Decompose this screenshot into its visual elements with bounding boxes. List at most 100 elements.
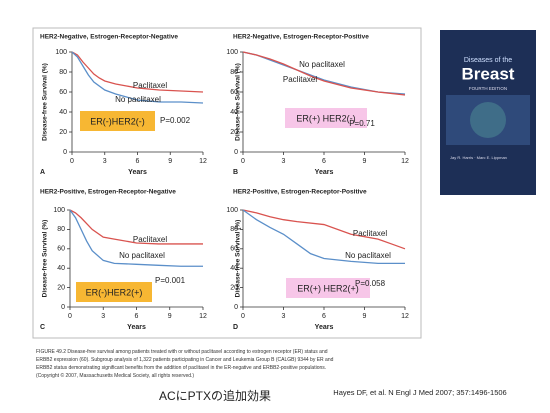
figure-caption: FIGURE 49.2 Disease-free survival among … xyxy=(36,349,334,379)
survival-curve xyxy=(242,51,406,96)
y-axis-label: Disease-free Survival (%) xyxy=(235,220,242,298)
p-value: P=0.058 xyxy=(355,279,386,288)
series-label: No paclitaxel xyxy=(115,95,161,104)
panel-letter: A xyxy=(40,169,45,176)
x-tick-label: 9 xyxy=(168,313,172,320)
y-tick-label: 0 xyxy=(234,149,238,156)
x-tick-label: 6 xyxy=(136,158,140,165)
y-axis-label: Disease-free Survival (%) xyxy=(235,63,242,141)
book-title: Breast xyxy=(462,64,515,83)
y-tick-label: 80 xyxy=(230,69,238,76)
chart-title: HER2-Negative, Estrogen-Receptor-Positiv… xyxy=(233,34,369,41)
y-tick-label: 80 xyxy=(230,226,238,233)
figure-frame xyxy=(32,27,422,339)
book-subtitle: Diseases of the xyxy=(464,57,512,64)
subgroup-label: ER(+) HER2(+) xyxy=(297,283,359,293)
x-tick-label: 6 xyxy=(322,158,326,165)
survival-curve xyxy=(71,51,204,104)
y-tick-label: 20 xyxy=(230,129,238,136)
series-label: No paclitaxel xyxy=(345,251,391,260)
y-tick-label: 100 xyxy=(55,49,67,56)
citation: Hayes DF, et al. N Engl J Med 2007; 357:… xyxy=(333,388,506,397)
series-label: No paclitaxel xyxy=(299,60,345,69)
survival-curve xyxy=(242,209,406,250)
survival-curve xyxy=(69,209,203,267)
y-tick-label: 20 xyxy=(59,129,67,136)
slide-heading: ACにPTXの追加効果 xyxy=(159,388,271,403)
series-label: Paclitaxel xyxy=(133,235,167,244)
subgroup-box xyxy=(286,278,370,298)
x-tick-label: 3 xyxy=(282,158,286,165)
y-tick-label: 60 xyxy=(230,246,238,253)
y-tick-label: 100 xyxy=(53,207,65,214)
x-tick-label: 12 xyxy=(401,158,409,165)
x-tick-label: 6 xyxy=(322,313,326,320)
x-tick-label: 3 xyxy=(282,313,286,320)
x-tick-label: 3 xyxy=(103,158,107,165)
y-tick-label: 60 xyxy=(57,246,65,253)
chart-title: HER2-Negative, Estrogen-Receptor-Negativ… xyxy=(40,34,178,41)
y-tick-label: 40 xyxy=(230,265,238,272)
book-cover: Diseases of the Breast FOURTH EDITION Ja… xyxy=(440,30,536,195)
panel-letter: B xyxy=(233,169,238,176)
caption-line: ERBB2 status demonstrating significant b… xyxy=(36,365,326,371)
survival-curve xyxy=(242,209,405,264)
cover-emblem xyxy=(470,102,506,138)
caption-line: FIGURE 49.2 Disease-free survival among … xyxy=(36,349,328,355)
x-tick-label: 12 xyxy=(199,313,207,320)
x-tick-label: 9 xyxy=(363,313,367,320)
y-tick-label: 60 xyxy=(59,89,67,96)
y-tick-label: 40 xyxy=(230,109,238,116)
x-tick-label: 0 xyxy=(241,313,245,320)
y-axis-label: Disease-free Survival (%) xyxy=(42,220,49,298)
y-tick-label: 60 xyxy=(230,89,238,96)
subgroup-box xyxy=(285,108,367,128)
x-tick-label: 9 xyxy=(168,158,172,165)
x-tick-label: 12 xyxy=(401,313,409,320)
x-axis-label: Years xyxy=(315,169,334,176)
x-axis-label: Years xyxy=(315,324,334,331)
x-tick-label: 0 xyxy=(241,158,245,165)
y-axis-label: Disease-free Survival (%) xyxy=(42,63,49,141)
subgroup-box xyxy=(80,111,155,131)
x-tick-label: 9 xyxy=(363,158,367,165)
x-tick-label: 3 xyxy=(101,313,105,320)
series-label: Paclitaxel xyxy=(283,75,317,84)
p-value: P=0.001 xyxy=(155,276,186,285)
y-tick-label: 80 xyxy=(57,226,65,233)
series-label: Paclitaxel xyxy=(353,229,387,238)
x-tick-label: 0 xyxy=(68,313,72,320)
p-value: P=0.002 xyxy=(160,116,191,125)
x-tick-label: 12 xyxy=(199,158,207,165)
y-tick-label: 100 xyxy=(226,207,238,214)
y-tick-label: 80 xyxy=(59,69,67,76)
series-label: No paclitaxel xyxy=(119,251,165,260)
y-tick-label: 100 xyxy=(226,49,238,56)
subgroup-label: ER(-)HER2(+) xyxy=(86,287,143,297)
chart-title: HER2-Positive, Estrogen-Receptor-Negativ… xyxy=(40,189,176,196)
book-authors: Jay R. Harris · Marc E. Lippman xyxy=(450,155,507,160)
y-tick-label: 0 xyxy=(61,304,65,311)
panel-letter: C xyxy=(40,324,45,331)
caption-line: ERBB2 expression (60). Subgroup analysis… xyxy=(36,357,334,363)
x-tick-label: 0 xyxy=(70,158,74,165)
x-axis-label: Years xyxy=(128,169,147,176)
survival-curve xyxy=(69,209,203,245)
x-axis-label: Years xyxy=(127,324,146,331)
caption-line: (Copyright © 2007, Massachusetts Medical… xyxy=(36,372,194,379)
subgroup-label: ER(-)HER2(-) xyxy=(90,116,145,126)
subgroup-label: ER(+) HER2(-) xyxy=(296,113,355,123)
y-tick-label: 40 xyxy=(59,109,67,116)
chart-title: HER2-Positive, Estrogen-Receptor-Positiv… xyxy=(233,189,367,196)
x-tick-label: 6 xyxy=(135,313,139,320)
y-tick-label: 20 xyxy=(57,284,65,291)
p-value: P=0.71 xyxy=(349,119,375,128)
series-label: Paclitaxel xyxy=(133,81,167,90)
y-tick-label: 40 xyxy=(57,265,65,272)
y-tick-label: 0 xyxy=(63,149,67,156)
survival-curve xyxy=(71,51,204,93)
book-edition: FOURTH EDITION xyxy=(469,86,507,91)
subgroup-box xyxy=(76,282,152,302)
panel-letter: D xyxy=(233,324,238,331)
